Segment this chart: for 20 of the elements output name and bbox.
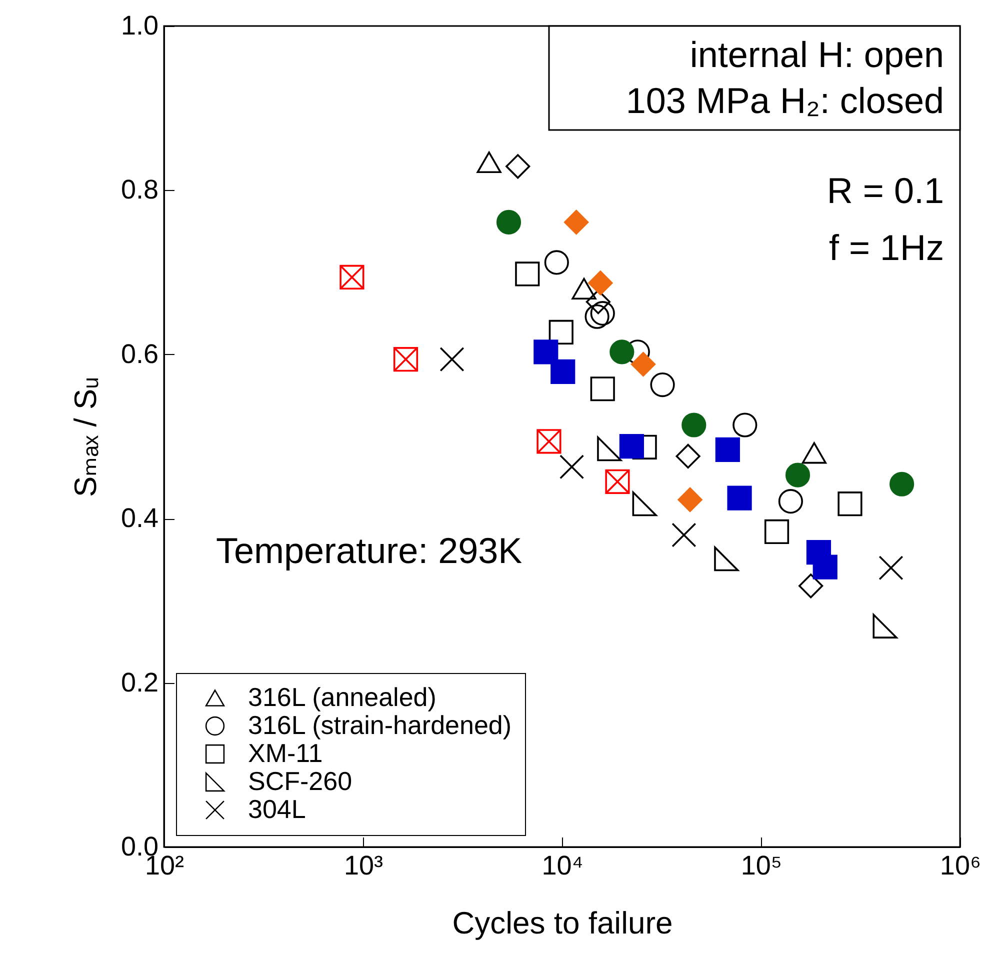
annotation: Temperature: 293K: [216, 530, 522, 571]
legend-label: 304L: [248, 794, 306, 824]
y-tick-label: 0.4: [120, 503, 158, 534]
legend-label: 316L (strain-hardened): [248, 710, 512, 740]
x-tick-label: 10⁴: [542, 850, 584, 880]
annotation: f = 1Hz: [828, 227, 944, 268]
legend-label: 316L (annealed): [248, 682, 436, 712]
legend-label: SCF-260: [248, 766, 352, 796]
annotation: internal H: open 103 MPa H₂: closed: [626, 34, 944, 121]
y-axis-title: Sₘₐₓ / Sᵤ: [68, 376, 103, 498]
y-tick-label: 0.8: [120, 174, 158, 205]
legend-label: XM-11: [248, 738, 323, 768]
y-tick-label: 1.0: [120, 10, 158, 40]
y-tick-label: 0.6: [120, 338, 158, 369]
x-axis-title: Cycles to failure: [452, 906, 673, 940]
x-tick-label: 10³: [344, 850, 384, 880]
annotation: R = 0.1: [826, 170, 944, 211]
x-tick-label: 10⁵: [740, 850, 782, 880]
x-tick-label: 10⁶: [940, 850, 982, 880]
y-tick-label: 0.2: [120, 667, 158, 698]
